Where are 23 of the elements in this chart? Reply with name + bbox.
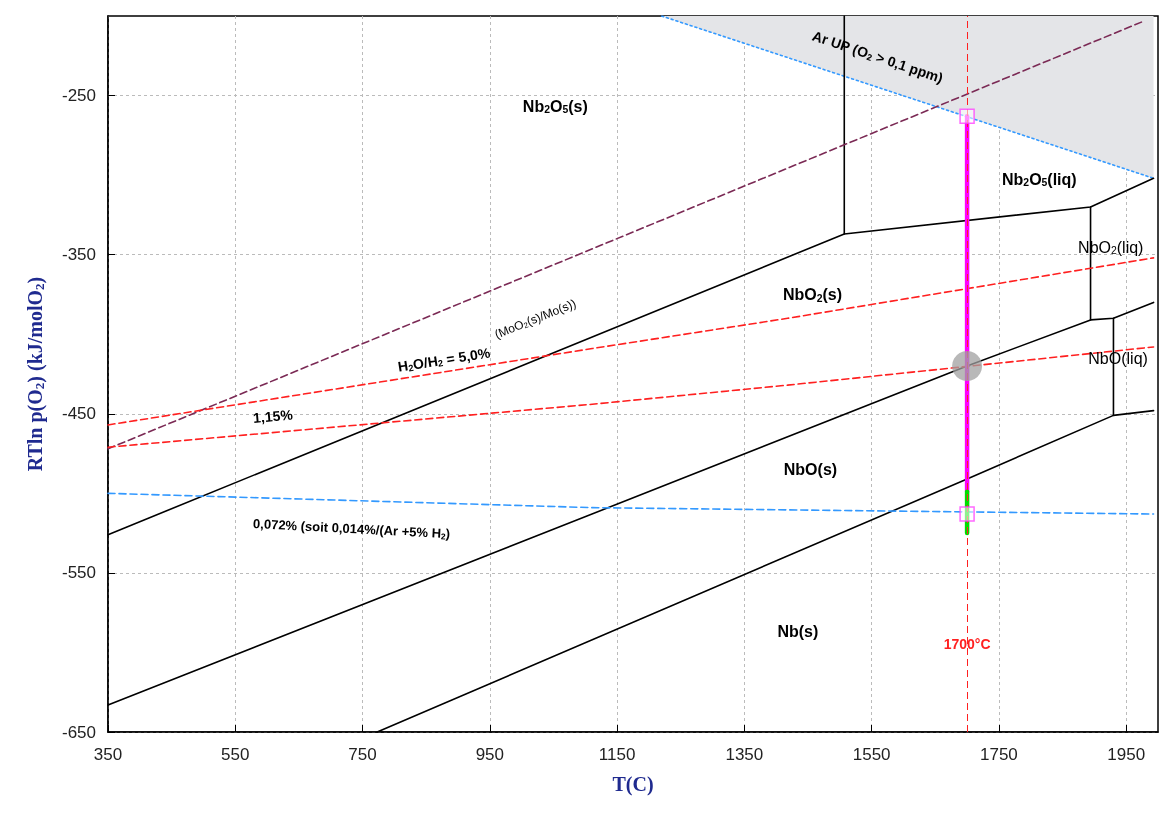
x-tick-label: 1950: [1107, 745, 1146, 764]
y-tick-label: -550: [61, 563, 96, 583]
annotation: NbO(s): [783, 460, 838, 478]
x-tick-label: 950: [475, 745, 505, 764]
x-tick-label: 350: [93, 745, 123, 764]
x-axis-title: T(C): [612, 773, 654, 796]
y-tick-label: -650: [61, 722, 96, 742]
y-tick-label: -450: [61, 404, 96, 424]
y-tick-label: -250: [61, 86, 96, 106]
x-tick-label: 1550: [852, 745, 891, 764]
x-tick-label: 1150: [598, 745, 636, 764]
annotation: H2O/H2 = 5,0%: [396, 344, 492, 375]
x-tick-label: 1750: [980, 745, 1018, 764]
x-tick-label: 1350: [725, 745, 764, 764]
y-tick-label: -350: [61, 245, 96, 265]
y-axis-title: RTln p(O2) (kJ/molO2): [24, 276, 47, 472]
annotation: 0,072% (soit 0,014%/(Ar +5% H2): [252, 516, 451, 542]
annotation: 1,15%: [252, 406, 294, 426]
x-tick-label: 750: [348, 745, 377, 764]
x-tick-label: 550: [221, 745, 250, 764]
annotation: Nb(s): [777, 622, 819, 640]
ref-line-label: 1700°C: [943, 636, 991, 652]
annotation: Ar UP (O2 > 0,1 ppm): [810, 27, 946, 87]
